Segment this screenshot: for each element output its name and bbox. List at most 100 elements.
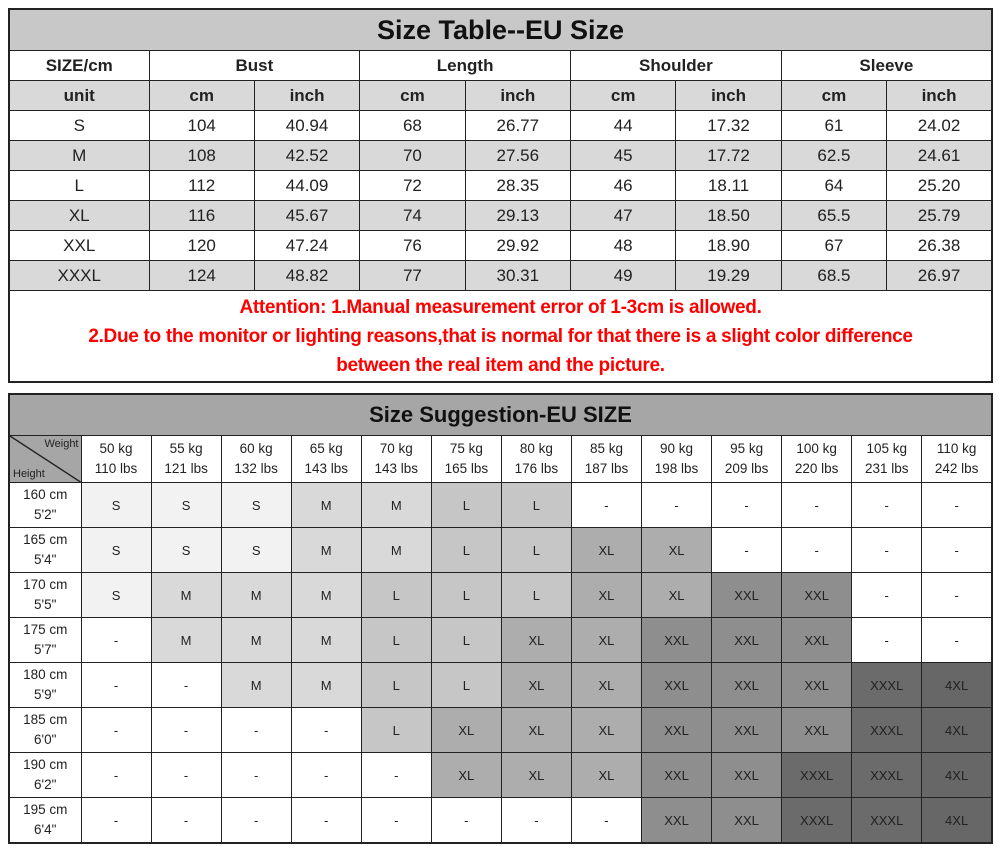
size-suggestion-cell: - bbox=[430, 797, 502, 844]
value-cell: 29.13 bbox=[464, 200, 572, 231]
height-cm: 195 cm bbox=[23, 802, 68, 817]
size-suggestion-cell: - bbox=[290, 752, 362, 798]
value-cell: 47 bbox=[569, 200, 677, 231]
weight-kg: 75 kg bbox=[449, 441, 483, 456]
size-suggestion-cell: L bbox=[430, 662, 502, 708]
size-suggestion-cell: - bbox=[360, 752, 432, 798]
size-suggestion-cell: L bbox=[360, 707, 432, 753]
size-suggestion-cell: XL bbox=[570, 572, 643, 618]
value-cell: 48.82 bbox=[253, 260, 361, 291]
height-cm: 185 cm bbox=[23, 712, 68, 727]
size-suggestion-cell: XXXL bbox=[851, 707, 923, 753]
size-suggestion-cell: S bbox=[150, 482, 222, 528]
size-suggestion-cell: XL bbox=[570, 617, 643, 663]
value-cell: 18.50 bbox=[675, 200, 782, 231]
value-cell: 17.32 bbox=[675, 110, 782, 141]
weight-lbs: 121 lbs bbox=[164, 461, 208, 476]
size-suggestion-cell: - bbox=[80, 617, 152, 663]
weight-lbs: 132 lbs bbox=[234, 461, 278, 476]
size-suggestion-cell: M bbox=[220, 617, 292, 663]
size-cell: S bbox=[8, 110, 150, 141]
height-header: 160 cm 5'2" bbox=[8, 482, 82, 528]
size-suggestion-cell: XXL bbox=[781, 617, 853, 663]
table-row: 160 cm 5'2" S S S M M L L - - - - - - bbox=[8, 482, 993, 528]
size-suggestion-cell: XL bbox=[500, 707, 572, 753]
value-cell: 19.29 bbox=[675, 260, 782, 291]
value-cell: 26.97 bbox=[886, 260, 993, 291]
size-suggestion-cell: 4XL bbox=[921, 797, 993, 844]
value-cell: 68.5 bbox=[780, 260, 888, 291]
table-row: 165 cm 5'4" S S S M M L L XL XL - - - - bbox=[8, 527, 993, 573]
value-cell: 26.77 bbox=[464, 110, 572, 141]
size-suggestion-cell: - bbox=[290, 797, 362, 844]
size-suggestion-cell: XXL bbox=[781, 572, 853, 618]
table-row: 190 cm 6'2" - - - - - XL XL XL XXL XXL XXXL XXXL 4XL bbox=[8, 752, 993, 798]
weight-kg: 90 kg bbox=[660, 441, 694, 456]
value-cell: 49 bbox=[569, 260, 677, 291]
weight-kg: 60 kg bbox=[239, 441, 273, 456]
size-suggestion-cell: XXXL bbox=[781, 797, 853, 844]
note-line: Attention: 1.Manual measurement error of… bbox=[239, 296, 762, 318]
size-suggestion-cell: - bbox=[570, 482, 643, 528]
weight-lbs: 143 lbs bbox=[304, 461, 348, 476]
value-cell: 25.20 bbox=[886, 170, 993, 201]
weight-kg: 65 kg bbox=[309, 441, 343, 456]
value-cell: 65.5 bbox=[780, 200, 888, 231]
weight-lbs: 242 lbs bbox=[934, 461, 979, 476]
height-ft: 6'0" bbox=[34, 732, 57, 747]
weight-header: 90 kg 198 lbs bbox=[640, 435, 713, 483]
size-cell: XXXL bbox=[8, 260, 150, 291]
size-suggestion-cell: - bbox=[220, 797, 292, 844]
header-cell: SIZE/cm bbox=[8, 50, 150, 81]
value-cell: 42.52 bbox=[253, 140, 361, 171]
value-cell: 25.79 bbox=[886, 200, 993, 231]
weight-header: 55 kg 121 lbs bbox=[150, 435, 222, 483]
size-suggestion-cell: XXXL bbox=[851, 752, 923, 798]
size-suggestion-cell: XXL bbox=[781, 707, 853, 753]
size-suggestion-cell: XXL bbox=[640, 797, 713, 844]
table-row: M 108 42.52 70 27.56 45 17.72 62.5 24.61 bbox=[8, 140, 993, 171]
size-suggestion-cell: XXL bbox=[711, 617, 783, 663]
size-suggestion-table: Size Suggestion-EU SIZE Weight Height 50 kg… bbox=[8, 393, 993, 844]
weight-header: 100 kg 220 lbs bbox=[781, 435, 853, 483]
size-suggestion-cell: XXL bbox=[781, 662, 853, 708]
size-cell: XXL bbox=[8, 230, 150, 261]
corner-header: Weight Height bbox=[8, 435, 82, 483]
group-header: Length bbox=[359, 50, 571, 81]
size-suggestion-cell: M bbox=[290, 662, 362, 708]
size-suggestion-cell: XXL bbox=[711, 752, 783, 798]
size-suggestion-cell: L bbox=[360, 662, 432, 708]
weight-lbs: 165 lbs bbox=[444, 461, 489, 476]
height-ft: 6'2" bbox=[34, 777, 57, 792]
size-cell: L bbox=[8, 170, 150, 201]
height-ft: 5'7" bbox=[34, 642, 57, 657]
weight-header: 80 kg 176 lbs bbox=[500, 435, 572, 483]
size-suggestion-cell: - bbox=[150, 707, 222, 753]
size-suggestion-cell: XL bbox=[500, 617, 572, 663]
size-suggestion-cell: XL bbox=[640, 527, 713, 573]
height-cm: 160 cm bbox=[23, 487, 68, 502]
size-suggestion-cell: XL bbox=[500, 662, 572, 708]
value-cell: 112 bbox=[148, 170, 255, 201]
height-label: Height bbox=[13, 468, 45, 480]
value-cell: 64 bbox=[780, 170, 888, 201]
table-row: XXXL 124 48.82 77 30.31 49 19.29 68.5 26.97 bbox=[8, 260, 993, 291]
weight-header: 65 kg 143 lbs bbox=[290, 435, 362, 483]
group-header: Sleeve bbox=[780, 50, 993, 81]
size-suggestion-cell: XL bbox=[570, 752, 643, 798]
height-ft: 5'4" bbox=[34, 552, 57, 567]
weight-kg: 80 kg bbox=[519, 441, 553, 456]
size-suggestion-cell: XL bbox=[430, 707, 502, 753]
size-suggestion-cell: - bbox=[220, 707, 292, 753]
weight-kg: 95 kg bbox=[730, 441, 764, 456]
height-header: 180 cm 5'9" bbox=[8, 662, 82, 708]
value-cell: 18.90 bbox=[675, 230, 782, 261]
value-cell: 28.35 bbox=[464, 170, 572, 201]
size-suggestion-cell: - bbox=[290, 707, 362, 753]
value-cell: 104 bbox=[148, 110, 255, 141]
table-row: 195 cm 6'4" - - - - - - - - XXL XXL XXXL XXXL 4XL bbox=[8, 797, 993, 844]
size-suggestion-cell: L bbox=[360, 617, 432, 663]
table-row: XL 116 45.67 74 29.13 47 18.50 65.5 25.79 bbox=[8, 200, 993, 231]
height-header: 170 cm 5'5" bbox=[8, 572, 82, 618]
size-suggestion-cell: XXL bbox=[640, 617, 713, 663]
